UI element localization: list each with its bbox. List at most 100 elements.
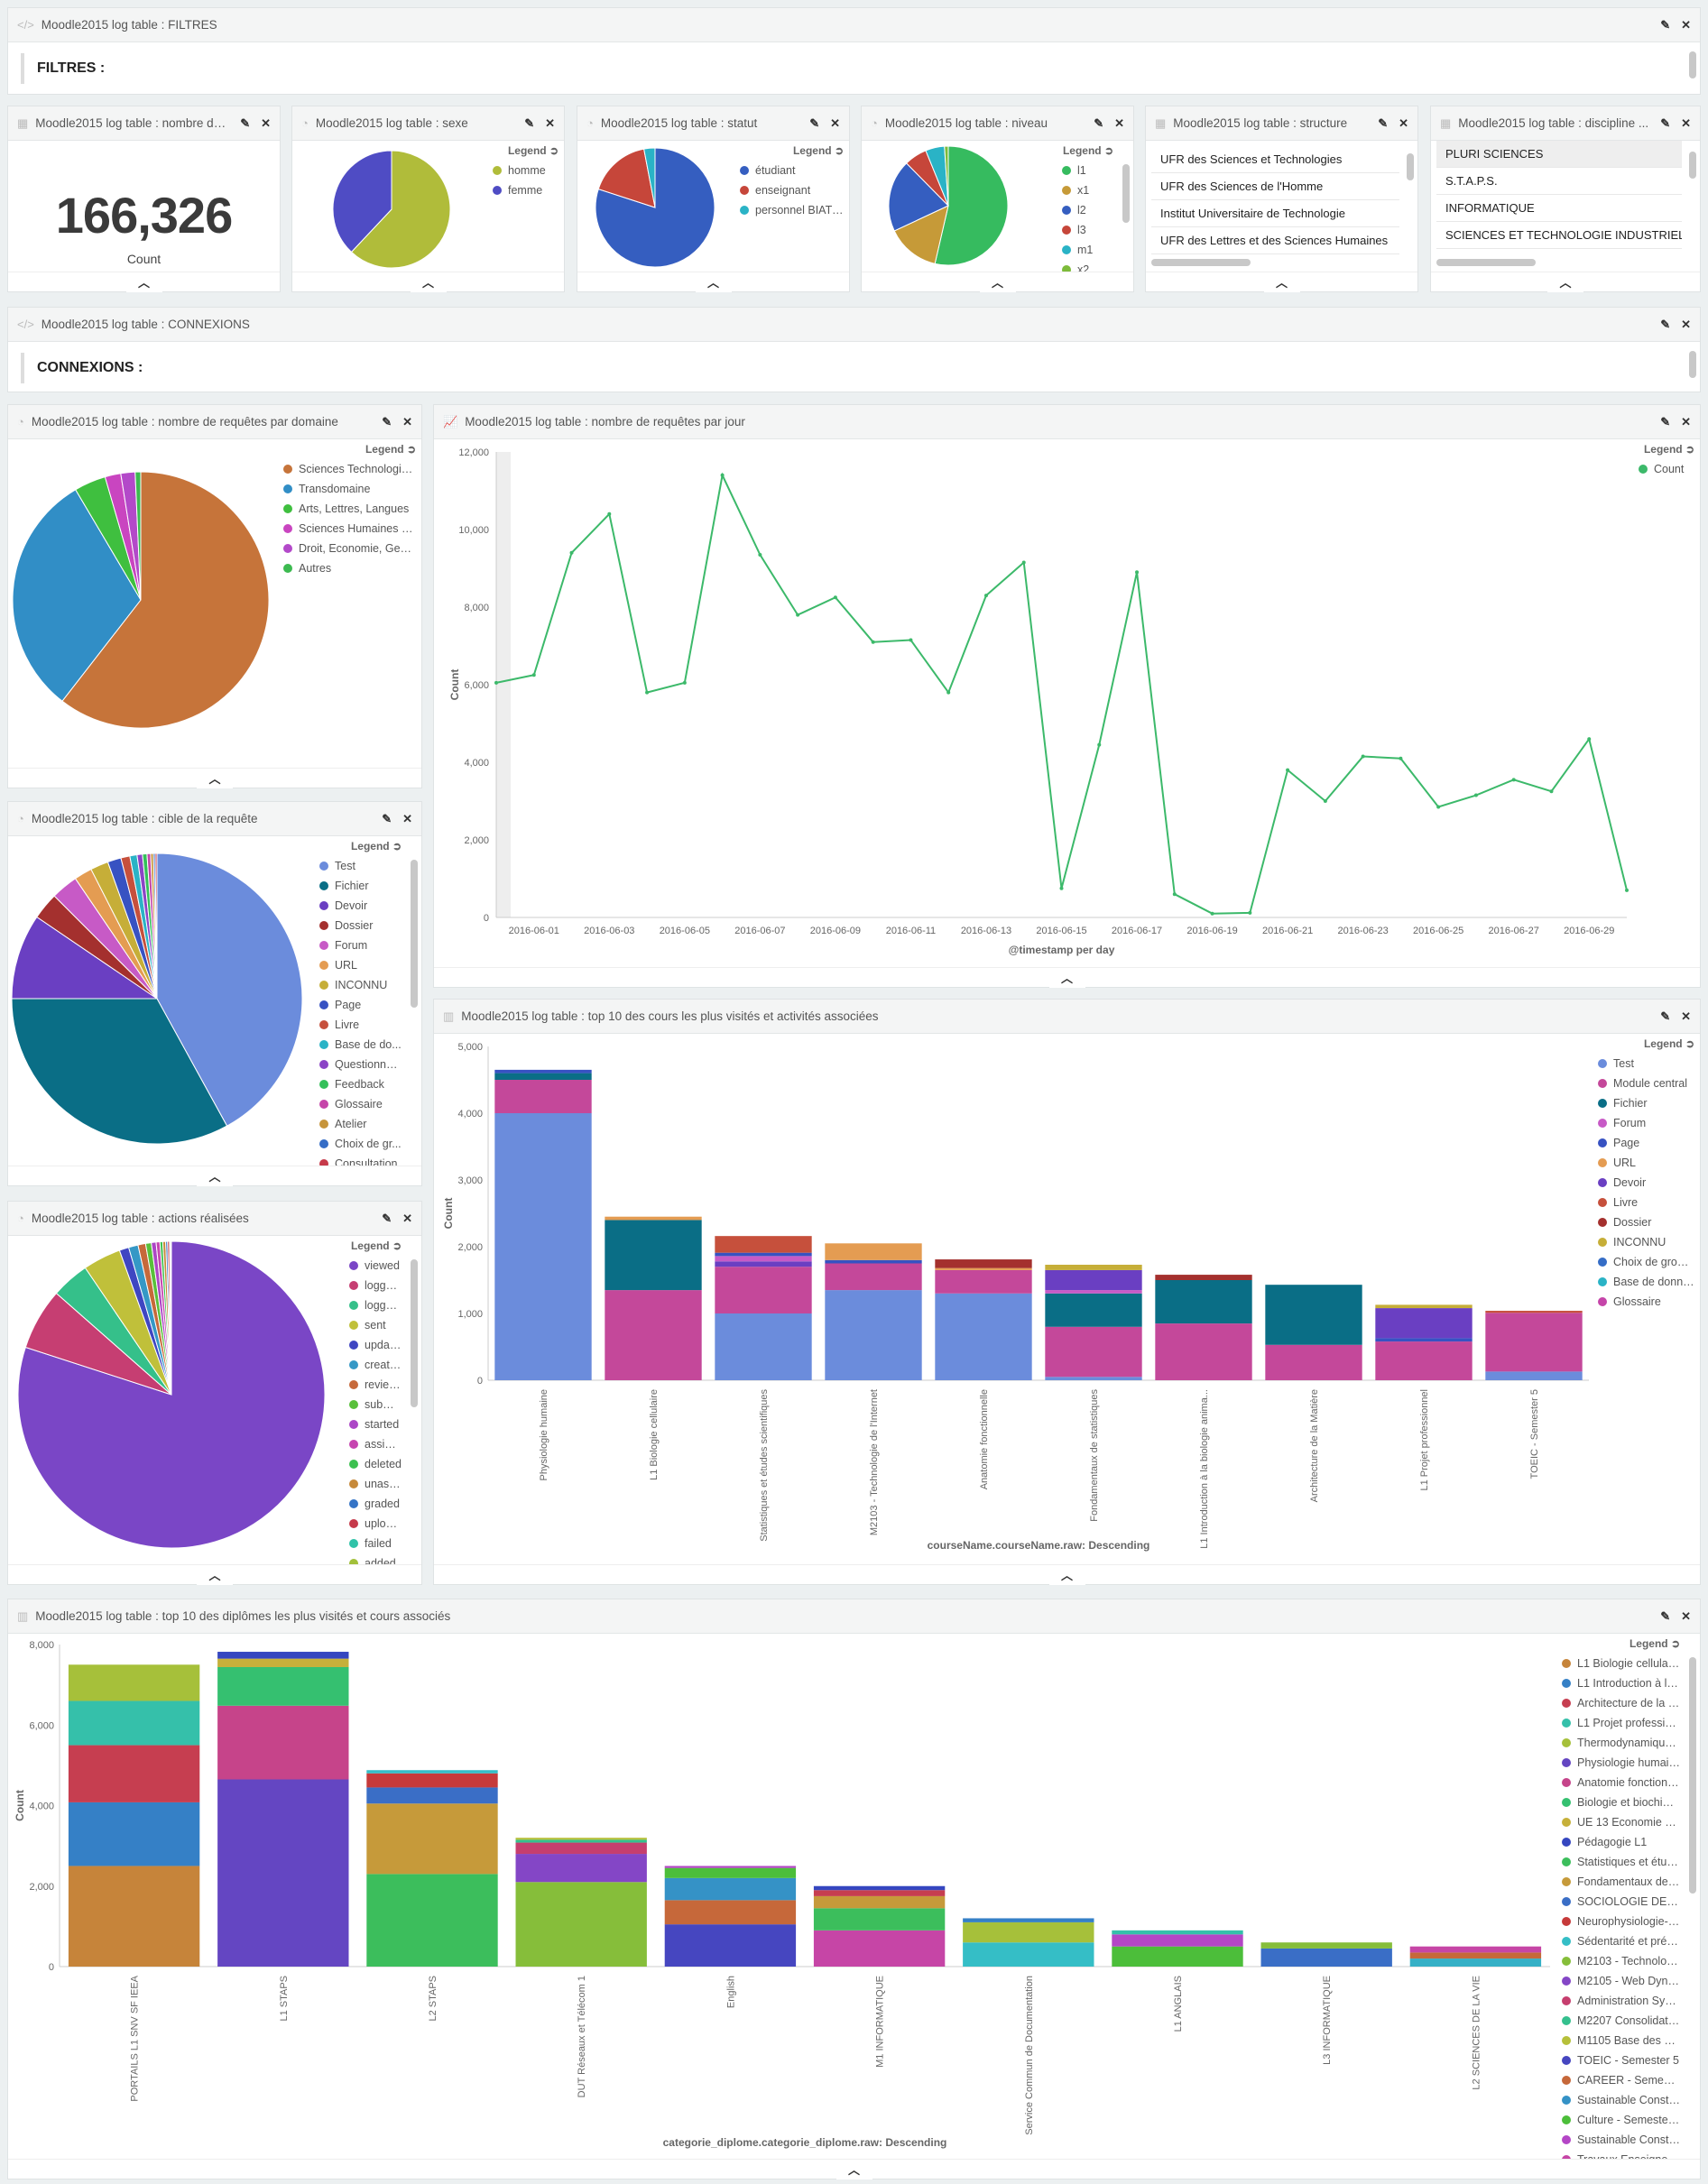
legend-item[interactable]: Sédentarité et prév...: [1562, 1931, 1680, 1951]
bar-segment[interactable]: [68, 1700, 200, 1746]
collapse-chevron-icon[interactable]: ︿: [410, 272, 447, 292]
legend-item[interactable]: Test: [319, 856, 402, 876]
bar-stack[interactable]: [217, 1652, 349, 1967]
data-point[interactable]: [871, 640, 875, 644]
legend-item[interactable]: assigned: [349, 1434, 402, 1454]
edit-icon[interactable]: ✎: [1660, 17, 1671, 32]
collapse-chevron-icon[interactable]: ︿: [695, 272, 732, 292]
data-point[interactable]: [758, 552, 762, 557]
legend-scrollbar[interactable]: [1689, 1657, 1696, 1894]
legend-toggle[interactable]: Legend ➲: [740, 144, 844, 157]
bar-segment[interactable]: [715, 1236, 812, 1253]
bar-segment[interactable]: [605, 1220, 702, 1291]
legend-item[interactable]: reviewed: [349, 1375, 402, 1395]
data-point[interactable]: [1286, 768, 1290, 772]
legend-item[interactable]: INCONNU: [1598, 1232, 1694, 1252]
bar-segment[interactable]: [1409, 1946, 1542, 1953]
pie-slice[interactable]: [11, 998, 228, 1145]
edit-icon[interactable]: ✎: [1660, 414, 1671, 429]
data-point[interactable]: [569, 550, 574, 555]
legend-item[interactable]: Pédagogie L1: [1562, 1832, 1680, 1852]
legend-toggle[interactable]: Legend ➲: [349, 1239, 402, 1252]
bar-segment[interactable]: [963, 1918, 1094, 1922]
data-point[interactable]: [1248, 910, 1252, 915]
table-row[interactable]: PLURI SCIENCES: [1436, 141, 1682, 168]
bar-stack[interactable]: [605, 1216, 702, 1380]
close-icon[interactable]: ✕: [261, 115, 271, 130]
edit-icon[interactable]: ✎: [1094, 115, 1104, 130]
bar-segment[interactable]: [825, 1290, 922, 1380]
legend-item[interactable]: started: [349, 1415, 402, 1434]
bar-segment[interactable]: [825, 1263, 922, 1291]
bar-segment[interactable]: [664, 1924, 797, 1967]
bar-segment[interactable]: [935, 1259, 1032, 1268]
pie-slice[interactable]: [12, 489, 142, 702]
collapse-chevron-icon[interactable]: ︿: [1048, 968, 1085, 988]
edit-icon[interactable]: ✎: [382, 811, 392, 825]
legend-toggle[interactable]: Legend ➲: [283, 443, 416, 456]
collapse-chevron-icon[interactable]: ︿: [197, 769, 233, 788]
legend-item[interactable]: sent: [349, 1315, 402, 1335]
edit-icon[interactable]: ✎: [809, 115, 820, 130]
close-icon[interactable]: ✕: [1399, 115, 1408, 130]
bar-segment[interactable]: [217, 1658, 349, 1667]
pie-slice[interactable]: [595, 147, 716, 268]
legend-arrow-icon[interactable]: ➲: [403, 443, 416, 456]
legend-item[interactable]: uploaded: [349, 1514, 402, 1534]
bar-segment[interactable]: [935, 1269, 1032, 1294]
bar-segment[interactable]: [494, 1073, 592, 1080]
collapse-chevron-icon[interactable]: ︿: [125, 272, 162, 292]
legend-arrow-icon[interactable]: ➲: [1682, 443, 1694, 456]
close-icon[interactable]: ✕: [830, 115, 840, 130]
legend-item[interactable]: Count: [1639, 459, 1694, 479]
table-row[interactable]: Institut Universitaire de Technologie: [1151, 200, 1399, 227]
bar-segment[interactable]: [1260, 1948, 1392, 1967]
legend-item[interactable]: homme: [493, 161, 559, 180]
bar-segment[interactable]: [1265, 1344, 1362, 1380]
collapse-chevron-icon[interactable]: ︿: [979, 272, 1016, 292]
legend-item[interactable]: Page: [319, 995, 402, 1015]
bar-stack[interactable]: [664, 1866, 797, 1967]
bar-segment[interactable]: [68, 1866, 200, 1967]
data-point[interactable]: [1135, 570, 1140, 575]
close-icon[interactable]: ✕: [1681, 414, 1691, 429]
data-point[interactable]: [909, 638, 913, 642]
vertical-scrollbar[interactable]: [1407, 153, 1414, 180]
legend-item[interactable]: Atelier: [319, 1114, 402, 1134]
bar-segment[interactable]: [1112, 1946, 1243, 1967]
bar-segment[interactable]: [1485, 1313, 1583, 1372]
bar-segment[interactable]: [1112, 1930, 1243, 1935]
legend-item[interactable]: Dossier: [319, 916, 402, 935]
edit-icon[interactable]: ✎: [524, 115, 535, 130]
pie-slice[interactable]: [934, 145, 1009, 266]
legend-item[interactable]: l1: [1062, 161, 1113, 180]
bar-stack[interactable]: [1485, 1311, 1583, 1380]
legend-item[interactable]: added: [349, 1553, 402, 1564]
bar-stack[interactable]: [813, 1885, 946, 1967]
bar-stack[interactable]: [715, 1236, 812, 1380]
legend-item[interactable]: Anatomie fonctionn...: [1562, 1773, 1680, 1792]
legend-item[interactable]: logged...: [349, 1295, 402, 1315]
data-point[interactable]: [1625, 888, 1629, 892]
legend-toggle[interactable]: Legend ➲: [1062, 144, 1113, 157]
legend-item[interactable]: Base de do...: [319, 1035, 402, 1055]
bar-segment[interactable]: [715, 1267, 812, 1313]
bar-segment[interactable]: [217, 1652, 349, 1659]
bar-segment[interactable]: [935, 1293, 1032, 1380]
legend-scrollbar[interactable]: [411, 860, 418, 1009]
pie-slice[interactable]: [597, 148, 656, 208]
bar-segment[interactable]: [715, 1313, 812, 1380]
table-row[interactable]: INFORMATIQUE: [1436, 195, 1682, 222]
legend-item[interactable]: L1 Projet profession...: [1562, 1713, 1680, 1733]
edit-icon[interactable]: ✎: [382, 414, 392, 429]
legend-item[interactable]: x1: [1062, 180, 1113, 200]
legend-item[interactable]: M2103 - Technologi...: [1562, 1951, 1680, 1971]
bar-segment[interactable]: [1155, 1323, 1252, 1380]
legend-item[interactable]: SOCIOLOGIE DE L...: [1562, 1892, 1680, 1912]
collapse-chevron-icon[interactable]: ︿: [197, 1565, 233, 1585]
legend-item[interactable]: Arts, Lettres, Langues: [283, 499, 416, 519]
legend-item[interactable]: m1: [1062, 240, 1113, 260]
edit-icon[interactable]: ✎: [1660, 317, 1671, 331]
legend-item[interactable]: Base de données: [1598, 1272, 1694, 1292]
legend-item[interactable]: Test: [1598, 1054, 1694, 1074]
